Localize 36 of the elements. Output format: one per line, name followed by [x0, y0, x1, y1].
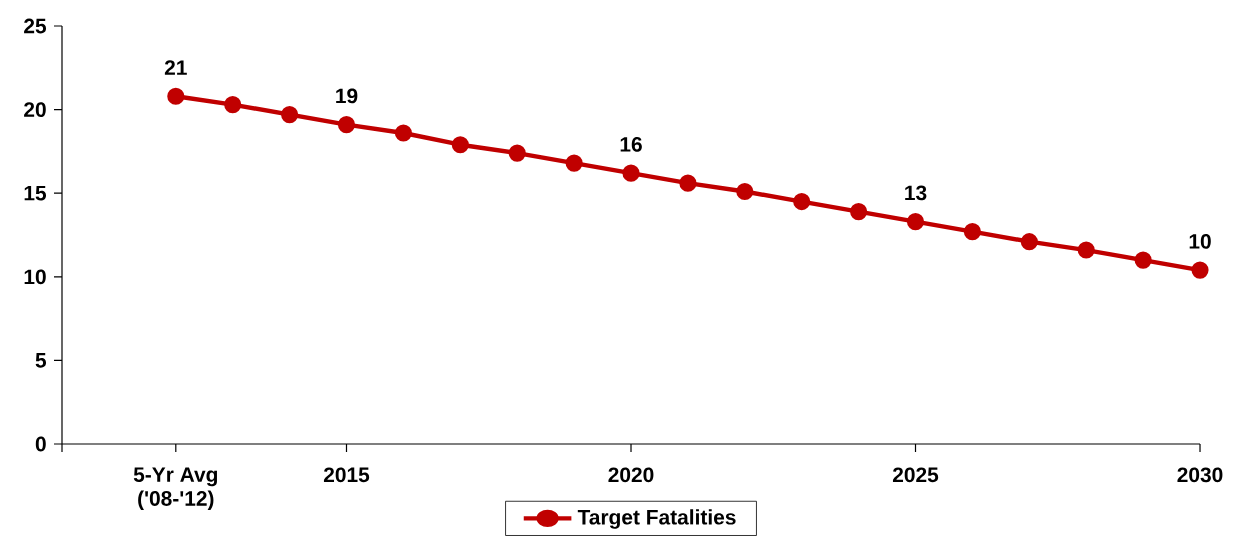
data-label: 16 [620, 136, 642, 152]
point [451, 136, 469, 154]
y-tick-label: 0 [35, 436, 46, 452]
point [565, 154, 583, 172]
point [1134, 251, 1152, 269]
data-label: 21 [164, 60, 187, 75]
point [906, 213, 925, 231]
data-label: 10 [1189, 233, 1211, 249]
point [167, 87, 185, 105]
point [1077, 241, 1095, 259]
data-label: 19 [336, 88, 358, 104]
point [337, 116, 356, 134]
y-tick-label: 25 [24, 18, 47, 34]
x-tick-label: 2025 [892, 467, 939, 483]
y-tick-label: 10 [24, 269, 46, 285]
y-tick-label: 20 [24, 102, 46, 118]
point [224, 96, 242, 114]
point [394, 124, 412, 142]
point [793, 192, 811, 211]
point [679, 174, 697, 192]
point [622, 164, 640, 182]
x-tick-label: 2020 [608, 467, 654, 483]
point [508, 144, 526, 162]
y-tick-label: 5 [35, 353, 47, 368]
point [736, 182, 754, 201]
data-label: 13 [905, 185, 927, 201]
x-tick-label: 2030 [1177, 467, 1223, 483]
point [1191, 261, 1209, 279]
y-tick-label: 15 [24, 185, 47, 201]
x-tick-label: 5-Yr Avg ('08-'12) [133, 467, 218, 511]
point [1020, 233, 1038, 251]
x-tick-label: 2015 [323, 467, 370, 483]
point [963, 223, 981, 241]
legend-label: Target Fatalities [577, 509, 736, 529]
point [281, 106, 299, 124]
point [850, 203, 868, 221]
